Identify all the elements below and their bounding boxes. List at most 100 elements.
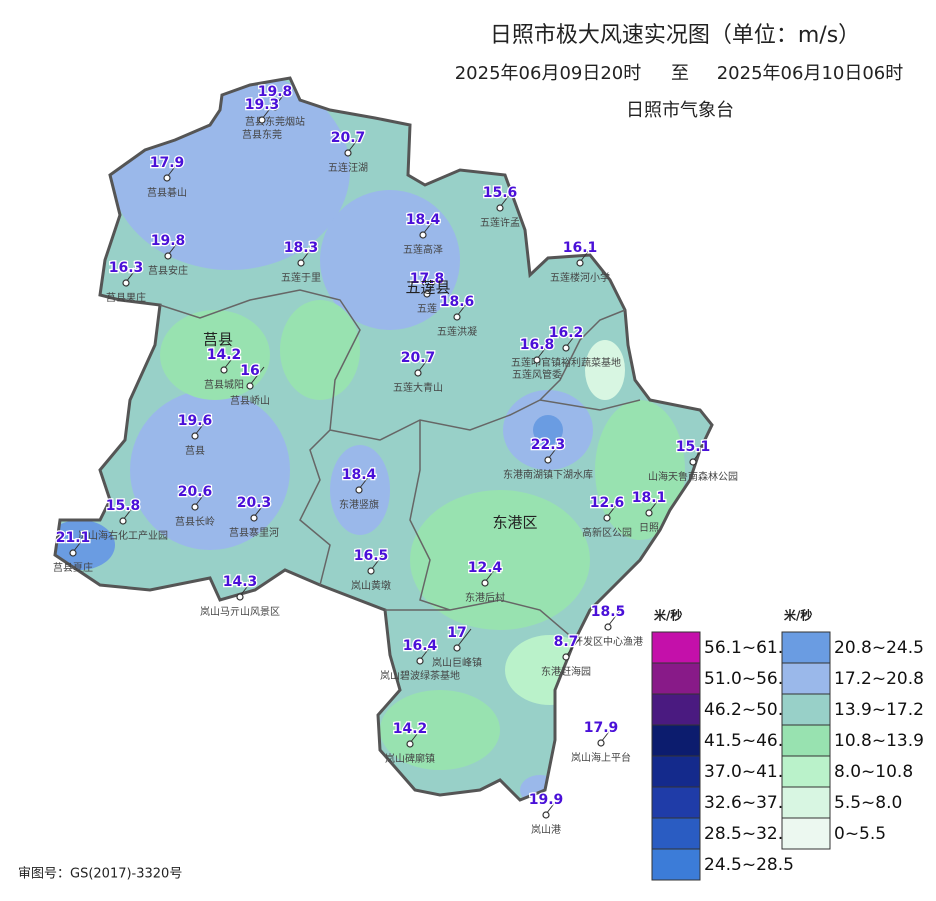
district-boundary (159, 289, 641, 641)
wind-barb (261, 100, 277, 120)
station-name: 莒县 (185, 445, 205, 457)
region-label: 莒县 (203, 331, 233, 349)
legend-swatch (651, 817, 701, 850)
station-name: 岚山碧波绿茶基地 (380, 669, 460, 682)
station-value: 19.3 (245, 97, 280, 113)
legend-label: 24.5~28.5 (704, 855, 794, 875)
wind-barb (499, 188, 515, 208)
station-name: 五连汪湖 (328, 161, 368, 174)
wind-barb (607, 607, 623, 627)
station-marker (367, 567, 375, 575)
station-name: 五莲楼河小学 (550, 271, 610, 284)
station-name: 日照 (639, 522, 659, 534)
station-marker (163, 174, 171, 182)
stations: 19.8 莒县东莞烟站 19.3 莒县东莞 20.7 五连汪湖 17.9 莒县碁山 15.6 五莲… (53, 83, 738, 836)
legend-swatch (651, 631, 701, 664)
station-name: 莒县寨里河 (229, 526, 279, 539)
station-marker (414, 369, 422, 377)
legend-swatch (781, 631, 831, 664)
footer: 审图号：GS(2017)-3320号 (18, 867, 182, 882)
legend-swatch (651, 693, 701, 726)
station-value: 12.4 (468, 560, 503, 576)
station-name: 岚山黄墩 (351, 579, 391, 592)
station-marker (496, 204, 504, 212)
legend-unit: 米/秒 (654, 608, 682, 623)
station-value: 17.9 (584, 720, 619, 736)
station-value: 18.4 (406, 212, 441, 228)
legend-label: 46.2~50.9 (704, 700, 794, 720)
region-label: 东港区 (492, 514, 537, 532)
wind-barb (125, 263, 141, 283)
station-name: 五莲高泽 (403, 243, 443, 256)
station-marker (355, 486, 363, 494)
station-value: 15.1 (676, 439, 711, 455)
station-value: 17.9 (150, 155, 185, 171)
wind-barb (536, 340, 552, 360)
station-marker (250, 514, 258, 522)
station-marker (191, 503, 199, 511)
wind-barb (422, 215, 438, 235)
legend-label: 37.0~41.4 (704, 762, 794, 782)
station-value: 17 (447, 625, 466, 641)
station-value: 20.7 (401, 350, 436, 366)
station-value: 8.7 (554, 634, 579, 650)
station-marker (645, 509, 653, 517)
wind-barb (370, 551, 386, 571)
station-marker (122, 279, 130, 287)
station-name: 莒县碁山 (147, 186, 187, 199)
wind-barb (426, 274, 442, 294)
title: 日照市极大风速实况图（单位：m/s） (490, 23, 860, 48)
legend-swatch (781, 755, 831, 788)
station-value: 14.2 (207, 347, 242, 363)
legend-unit: 米/秒 (784, 608, 812, 623)
legend-swatch (651, 848, 701, 881)
station-marker (597, 739, 605, 747)
station-marker (603, 514, 611, 522)
station-name: 五莲叩官镇裕利蔬菜基地 (511, 356, 621, 369)
station-name: 莒县夏庄 (53, 561, 93, 574)
station-value: 18.1 (632, 490, 667, 506)
station-name: 莒县城阳 (204, 379, 244, 391)
wind-barb (347, 133, 363, 153)
station-marker (419, 231, 427, 239)
wind-barb (565, 328, 581, 348)
wind-barb (456, 297, 472, 317)
station-name: 高新区公园 (582, 526, 632, 539)
station-value: 18.4 (342, 467, 377, 483)
wind-barb (579, 243, 595, 263)
station-name: 莒县东莞烟站 (245, 115, 305, 128)
legend-label: 32.6~37.0 (704, 793, 794, 813)
station-marker (544, 456, 552, 464)
station-marker (69, 549, 77, 557)
station-marker (271, 103, 279, 111)
station-value: 14.2 (393, 721, 428, 737)
station-value: 21.1 (56, 530, 91, 546)
station-marker (297, 259, 305, 267)
station-name: 东港后村 (465, 591, 505, 604)
legend-swatch (651, 724, 701, 757)
legend-label: 20.8~24.5 (834, 638, 924, 658)
station-name: 五莲于里 (281, 272, 321, 284)
legend-label: 10.8~13.9 (834, 731, 924, 751)
station-value: 16.5 (354, 548, 389, 564)
station-name: 五莲 (417, 303, 437, 315)
wind-barb (545, 795, 561, 815)
station-marker (164, 252, 172, 260)
wind-barb (223, 350, 239, 370)
station-value: 17.8 (410, 271, 445, 287)
wind-barb (417, 353, 433, 373)
period-end: 2025年06月10日06时 (717, 63, 904, 84)
station-marker (258, 116, 266, 124)
station-name: 岚山巨峰镇 (432, 656, 482, 669)
station-value: 14.3 (223, 574, 258, 590)
legend: 米/秒 56.1~61.2 51.0~56.0 46.2~50.9 41.5~46.1 3… (651, 608, 924, 881)
wind-barb (274, 87, 290, 107)
station-name: 东港赶海园 (541, 665, 591, 678)
legend-label: 13.9~17.2 (834, 700, 924, 720)
station-value: 18.6 (440, 294, 475, 310)
station-value: 15.8 (106, 498, 141, 514)
station-name: 五莲洪凝 (437, 326, 477, 338)
station-name: 五莲许孟 (480, 217, 520, 229)
station-marker (453, 313, 461, 321)
station-marker (576, 259, 584, 267)
